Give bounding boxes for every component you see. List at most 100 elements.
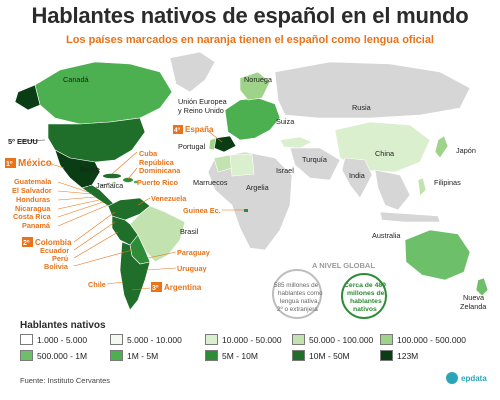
legend-item-5: 100.000 - 500.000 <box>380 334 466 345</box>
label-jamaica: Jamaica <box>96 181 124 190</box>
label-paraguay: Paraguay <box>177 248 211 257</box>
legend-swatch <box>292 350 305 361</box>
global-left-2: hablantes como <box>278 290 323 297</box>
legend-swatch <box>292 334 305 345</box>
global-left-1: 585 millones de <box>274 282 319 289</box>
global-left-4: 2º o extranjera <box>277 306 318 313</box>
label-mexico-rank: 1º <box>6 161 13 168</box>
label-panama: Panamá <box>22 221 51 230</box>
cuba-shape <box>103 173 121 179</box>
label-nicaragua: Nicaragua <box>15 204 51 213</box>
label-turquia: Turquía <box>302 155 328 164</box>
world-map: Canadá 5º EEUU 1º México Belice Guatemal… <box>5 51 489 319</box>
legend-item-3: 10.000 - 50.000 <box>205 334 282 345</box>
jamaica-shape <box>111 181 117 185</box>
label-india: India <box>349 171 366 180</box>
label-rep-dom-1: República <box>139 158 175 167</box>
legend-label: 50.000 - 100.000 <box>309 334 374 345</box>
label-portugal: Portugal <box>178 142 206 151</box>
global-heading: A NIVEL GLOBAL <box>312 261 375 270</box>
label-rep-dom-2: Dominicana <box>139 166 181 175</box>
label-chile: Chile <box>88 280 106 289</box>
label-bolivia: Bolivia <box>44 262 69 271</box>
legend-item-8: 5M - 10M <box>205 350 258 361</box>
australia-shape <box>404 229 471 281</box>
label-brasil: Brasil <box>180 227 199 236</box>
label-espana: España <box>185 125 214 134</box>
label-israel: Israel <box>276 166 294 175</box>
label-espana-rank: 4º <box>174 127 181 134</box>
label-china: China <box>375 149 395 158</box>
label-marruecos: Marruecos <box>193 178 228 187</box>
central-america-shape <box>81 184 115 207</box>
label-cuba: Cuba <box>139 149 158 158</box>
label-honduras: Honduras <box>16 195 50 204</box>
europe-shape <box>224 97 281 141</box>
label-puerto-rico: Puerto Rico <box>137 178 178 187</box>
greenland-shape <box>169 51 216 93</box>
legend-label: 1M - 5M <box>127 350 159 361</box>
legend-swatch <box>380 350 393 361</box>
legend-item-7: 1M - 5M <box>110 350 158 361</box>
label-colombia-rank: 2º <box>23 240 30 247</box>
eeuu-shape <box>47 117 146 163</box>
label-guinea: Guinea Ec. <box>183 206 221 215</box>
russia-shape <box>274 61 471 119</box>
legend-label: 10.000 - 50.000 <box>222 334 282 345</box>
colombia-rank-badge <box>22 237 33 247</box>
global-right-1: Cerca de 489 <box>344 282 386 289</box>
legend-item-2: 5.000 - 10.000 <box>110 334 182 345</box>
dominicana-shape <box>123 177 133 183</box>
label-argelia: Argelia <box>246 183 270 192</box>
legend-item-9: 10M - 50M <box>292 350 350 361</box>
argentina-chile-shape <box>119 241 151 311</box>
label-japon: Japón <box>456 146 476 155</box>
africa-shape <box>207 151 293 251</box>
middle-east-shape <box>289 147 341 181</box>
legend-item-6: 500.000 - 1M <box>20 350 87 361</box>
map-title: Hablantes nativos de español en el mundo <box>31 3 469 28</box>
legend-swatch <box>110 334 123 345</box>
label-ue-1: Unión Europea <box>178 97 228 106</box>
argentina-rank-badge <box>151 282 162 292</box>
legend-item-4: 50.000 - 100.000 <box>292 334 373 345</box>
legend-swatch <box>205 334 218 345</box>
label-venezuela: Venezuela <box>151 194 187 203</box>
new-zealand-shape <box>475 277 489 297</box>
global-total-ring <box>272 269 322 319</box>
epdata-logo-text: epdata <box>461 373 487 383</box>
legend-label: 500.000 - 1M <box>37 350 88 361</box>
legend-swatch <box>20 350 33 361</box>
legend-title: Hablantes nativos <box>20 320 106 331</box>
legend-label: 10M - 50M <box>309 350 350 361</box>
southeast-asia-shape <box>374 169 411 211</box>
label-peru: Perú <box>52 254 68 263</box>
espana-rank-badge <box>173 125 183 134</box>
label-uruguay: Uruguay <box>177 264 208 273</box>
epdata-logo[interactable]: epdata <box>446 372 487 384</box>
epdata-logo-icon <box>446 372 458 384</box>
legend-swatch <box>20 334 33 345</box>
legend-item-1: 1.000 - 5.000 <box>20 334 87 345</box>
global-right-2: millones de <box>347 290 385 297</box>
label-noruega: Noruega <box>244 75 273 84</box>
legend-swatch <box>380 334 393 345</box>
label-nz-1: Nueva <box>463 293 485 302</box>
label-costa-rica: Costa Rica <box>13 212 52 221</box>
portugal-shape <box>208 137 217 151</box>
global-right-3: hablantes <box>350 298 382 305</box>
turquia-shape <box>279 136 313 149</box>
legend-label: 5.000 - 10.000 <box>127 334 182 345</box>
label-guatemala: Guatemala <box>14 177 52 186</box>
legend-label: 100.000 - 500.000 <box>397 334 467 345</box>
legend-swatch <box>205 350 218 361</box>
map-subtitle: Los países marcados en naranja tienen el… <box>65 34 434 46</box>
noruega-shape <box>239 71 271 101</box>
legend-label: 1.000 - 5.000 <box>37 334 88 345</box>
legend-label: 123M <box>397 350 419 361</box>
label-rusia: Rusia <box>352 103 372 112</box>
legend-label: 5M - 10M <box>222 350 258 361</box>
label-colombia: Colombia <box>35 238 72 247</box>
canada-shape <box>34 61 173 125</box>
argelia-shape <box>229 153 255 177</box>
